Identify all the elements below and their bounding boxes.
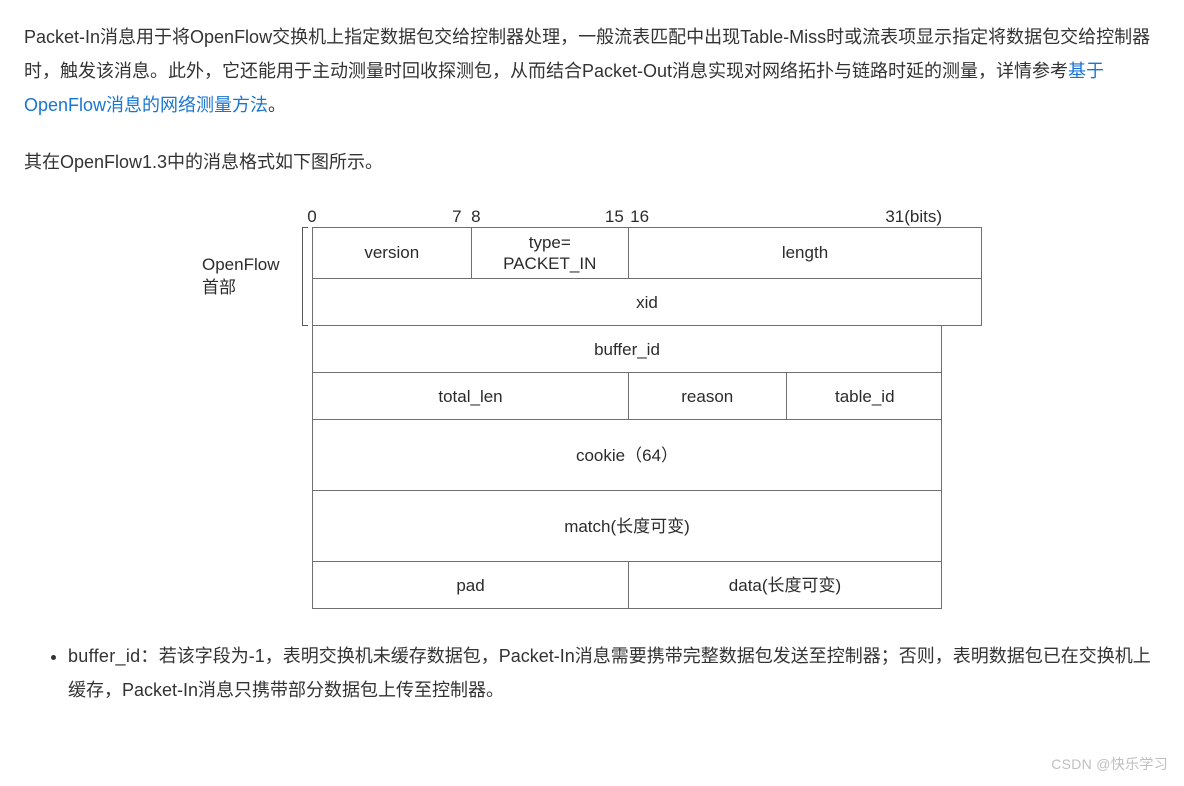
- packet-in-diagram: 0 7 8 15 16 31(bits) OpenFlow 首部 version…: [24, 201, 1160, 610]
- field-data: data(长度可变): [628, 562, 941, 608]
- field-buffer-id: buffer_id: [313, 326, 941, 372]
- bullet-list: buffer_id：若该字段为-1，表明交换机未缓存数据包，Packet-In消…: [24, 639, 1160, 707]
- bullet-text: 若该字段为-1，表明交换机未缓存数据包，Packet-In消息需要携带完整数据包…: [68, 646, 1151, 700]
- row-match: match(长度可变): [312, 490, 942, 561]
- row-version: version type= PACKET_IN length: [312, 227, 982, 279]
- watermark: CSDN @快乐学习: [1051, 751, 1168, 778]
- field-cookie: cookie（64）: [313, 420, 941, 490]
- bit-31: 31(bits): [885, 201, 942, 233]
- bit-8: 8: [471, 201, 480, 233]
- field-pad: pad: [313, 562, 628, 608]
- bracket-icon: [302, 227, 308, 327]
- field-version: version: [313, 228, 471, 279]
- paragraph-1: Packet-In消息用于将OpenFlow交换机上指定数据包交给控制器处理，一…: [24, 20, 1160, 123]
- side-label-line2: 首部: [202, 277, 236, 300]
- row-total-len: total_len reason table_id: [312, 372, 942, 419]
- bit-scale: 0 7 8 15 16 31(bits): [312, 201, 942, 227]
- field-reason: reason: [628, 373, 786, 419]
- field-xid: xid: [313, 279, 981, 325]
- row-buffer-id: buffer_id: [312, 326, 942, 372]
- paragraph-1-post: 。: [268, 95, 286, 115]
- field-match: match(长度可变): [313, 491, 941, 561]
- bullet-label: buffer_id：: [68, 646, 159, 666]
- field-type: type= PACKET_IN: [471, 228, 629, 279]
- field-length: length: [628, 228, 981, 279]
- row-pad-data: pad data(长度可变): [312, 561, 942, 609]
- paragraph-1-pre: Packet-In消息用于将OpenFlow交换机上指定数据包交给控制器处理，一…: [24, 27, 1150, 81]
- bit-15: 15: [605, 201, 624, 233]
- bit-7: 7: [452, 201, 461, 233]
- bit-0: 0: [307, 201, 316, 233]
- paragraph-2: 其在OpenFlow1.3中的消息格式如下图所示。: [24, 145, 1160, 179]
- bit-16: 16: [630, 201, 649, 233]
- openflow-header-label: OpenFlow 首部: [202, 227, 302, 327]
- row-cookie: cookie（64）: [312, 419, 942, 490]
- side-label-line1: OpenFlow: [202, 254, 279, 277]
- field-table-id: table_id: [786, 373, 944, 419]
- field-total-len: total_len: [313, 373, 628, 419]
- row-xid: xid: [312, 278, 982, 326]
- bullet-buffer-id: buffer_id：若该字段为-1，表明交换机未缓存数据包，Packet-In消…: [68, 639, 1160, 707]
